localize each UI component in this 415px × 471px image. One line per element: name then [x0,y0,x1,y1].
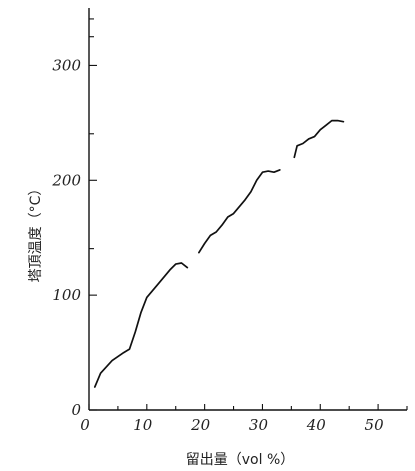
y-tick-label: 300 [52,56,81,74]
series-line [198,169,281,254]
x-ticks: 0 10 20 30 40 50 [80,404,408,434]
x-tick-label: 20 [190,416,211,434]
y-ticks: 0 100 200 300 [51,18,97,419]
series-line [93,262,189,388]
axes [88,8,407,411]
data-series [93,119,345,388]
x-tick-label: 50 [365,416,385,434]
series-line [293,119,345,159]
x-axis-title: 留出量（vol %） [186,452,295,468]
y-tick-label: 200 [51,171,81,189]
x-tick-label: 0 [80,416,90,434]
x-tick-label: 10 [133,416,153,434]
x-tick-label: 30 [249,416,269,434]
y-tick-label: 0 [71,401,81,419]
y-axis-title: 塔頂温度（°C） [28,182,44,283]
y-tick-label: 100 [52,286,81,304]
x-tick-label: 40 [306,416,327,434]
